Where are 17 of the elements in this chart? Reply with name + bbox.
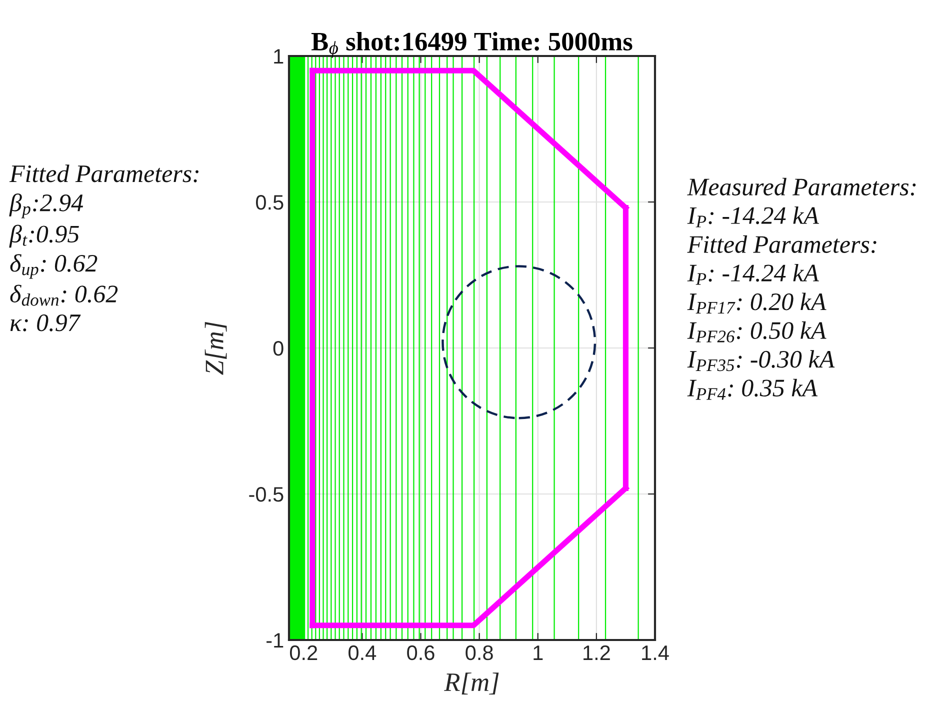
y-tick-label: 0.5: [256, 195, 284, 210]
y-tick-label: 0: [273, 341, 284, 356]
x-tick-label: 0.8: [466, 645, 493, 660]
text: Measured Parameters: I$_{P}$: -14.24 kA Fitted Parameters: I$_{P}$: -14.24 kA I$_{PF17}$: 0.20 kA I$_{PF26}$: 0.50 kA I$_{PF35}$: -0.30 kA I$_{PF4}$: 0.35 kA: [687, 178, 916, 400]
x-tick-label: 1.2: [584, 645, 610, 660]
x-tick-label: 1.4: [642, 646, 669, 660]
y-tick-label: 1: [274, 49, 284, 64]
y-axis-title: Z[m]: [204, 322, 227, 375]
y-tick-label: -0.5: [249, 487, 284, 502]
y-tick-label: -1: [266, 633, 284, 648]
x-axis-title: R[m]: [444, 672, 499, 694]
x-tick-label: 0.4: [348, 645, 376, 660]
text: Fitted Parameters: β$_{p}$:2.94 β$_{t}$:0.95 δ$_{up}$: 0.62 δ$_{down}$: 0.62 κ: 0.97: [9, 164, 198, 332]
chart-title: B$_{ϕ}$ shot:16499 Time: 5000ms: [311, 32, 632, 58]
x-tick-label: 1: [534, 646, 543, 660]
x-tick-label: 0.2: [290, 645, 318, 660]
x-tick-label: 0.6: [407, 645, 434, 660]
